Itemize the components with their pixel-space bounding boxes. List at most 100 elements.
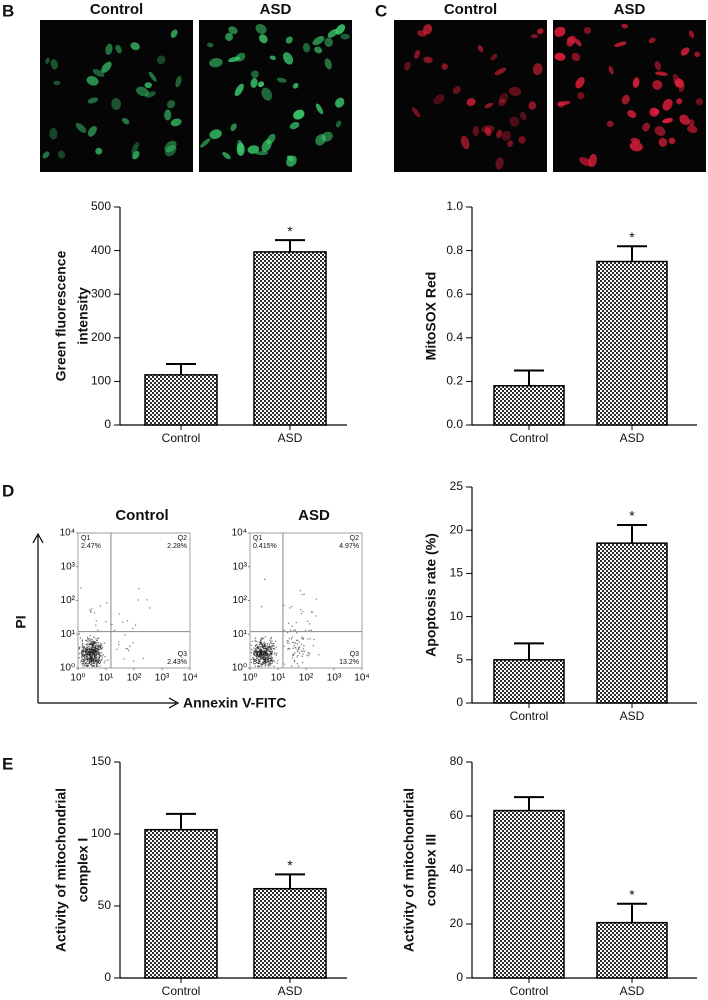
event-dot (88, 640, 90, 642)
event-dot (262, 658, 264, 660)
y-tick-label: 100 (91, 826, 111, 840)
quadrant-name: Q1 (253, 535, 262, 542)
event-dot (287, 640, 290, 642)
cell (575, 77, 585, 89)
cell (283, 52, 294, 65)
event-dot (259, 658, 262, 660)
y-tick-label: 10³ (233, 561, 248, 572)
cell (662, 98, 673, 111)
event-dot (85, 653, 88, 656)
cell (676, 98, 683, 105)
event-dot (101, 657, 103, 659)
cell (115, 44, 122, 54)
event-dot (88, 645, 90, 648)
event-dot (91, 665, 93, 667)
cell (642, 122, 651, 132)
event-dot (137, 599, 139, 601)
event-dot (95, 665, 98, 668)
event-dot (100, 644, 102, 646)
event-dot (103, 661, 105, 664)
event-dot (91, 646, 93, 648)
event-dot (294, 646, 296, 648)
event-dot (258, 652, 261, 655)
cell (627, 110, 637, 118)
event-dot (264, 578, 266, 581)
event-dot (123, 658, 125, 660)
cell (557, 101, 565, 108)
cell (166, 100, 176, 109)
cell (694, 51, 701, 58)
event-dot (117, 641, 120, 643)
cell (614, 41, 627, 47)
cell (688, 119, 695, 127)
event-dot (85, 664, 87, 666)
event-dot (125, 647, 127, 650)
cell (86, 75, 99, 86)
event-dot (90, 659, 93, 661)
event-dot (266, 655, 268, 657)
x-tick-label: ASD (620, 709, 645, 723)
event-dot (262, 637, 265, 640)
event-dot (134, 624, 137, 626)
event-dot (261, 661, 264, 664)
event-dot (84, 654, 86, 656)
cell (170, 118, 182, 127)
event-dot (270, 642, 272, 645)
y-tick-label: 5 (456, 652, 463, 666)
event-dot (83, 646, 85, 648)
event-dot (97, 649, 100, 651)
cell (571, 52, 581, 62)
cell (528, 101, 537, 110)
cell (136, 86, 149, 97)
event-dot (294, 629, 297, 631)
cell (293, 109, 305, 120)
cell (87, 97, 99, 104)
event-dot (86, 665, 88, 668)
event-dot (255, 647, 257, 649)
event-dot (266, 653, 268, 656)
event-dot (103, 642, 106, 644)
event-dot (272, 642, 274, 645)
event-dot (98, 654, 101, 657)
cell (164, 140, 177, 153)
event-dot (97, 644, 100, 646)
error-bar (617, 245, 647, 262)
cell (285, 36, 293, 44)
event-dot (253, 663, 256, 665)
x-tick-label: 10⁴ (354, 673, 369, 684)
event-dot (308, 652, 311, 655)
event-dot (91, 638, 94, 641)
event-dot (86, 640, 89, 642)
cell (156, 55, 166, 65)
cell (206, 42, 214, 48)
cell (412, 107, 421, 118)
plot-title: Control (115, 507, 168, 524)
event-dot (297, 647, 300, 650)
event-dot (97, 661, 100, 664)
event-dot (85, 639, 88, 642)
x-tick-label: 10⁰ (242, 673, 257, 684)
event-dot (283, 645, 285, 647)
event-dot (260, 656, 262, 659)
event-dot (265, 655, 267, 657)
cell (466, 98, 476, 107)
y-axis-title: Green fluorescence (53, 250, 69, 381)
quadrant-name: Q4 (81, 651, 90, 658)
event-dot (273, 659, 275, 662)
event-dot (260, 652, 262, 654)
event-dot (92, 640, 95, 643)
event-dot (81, 653, 83, 655)
event-dot (111, 623, 113, 626)
event-dot (258, 645, 261, 648)
event-dot (86, 647, 88, 649)
cell (261, 87, 273, 101)
event-dot (96, 641, 98, 644)
event-dot (250, 648, 253, 651)
event-dot (94, 656, 97, 659)
cell (648, 37, 656, 44)
y-tick-label: 20 (450, 522, 464, 536)
event-dot (267, 647, 269, 650)
event-dot (274, 640, 277, 643)
y-tick-label: 10⁴ (60, 528, 75, 539)
event-dot (90, 651, 92, 654)
